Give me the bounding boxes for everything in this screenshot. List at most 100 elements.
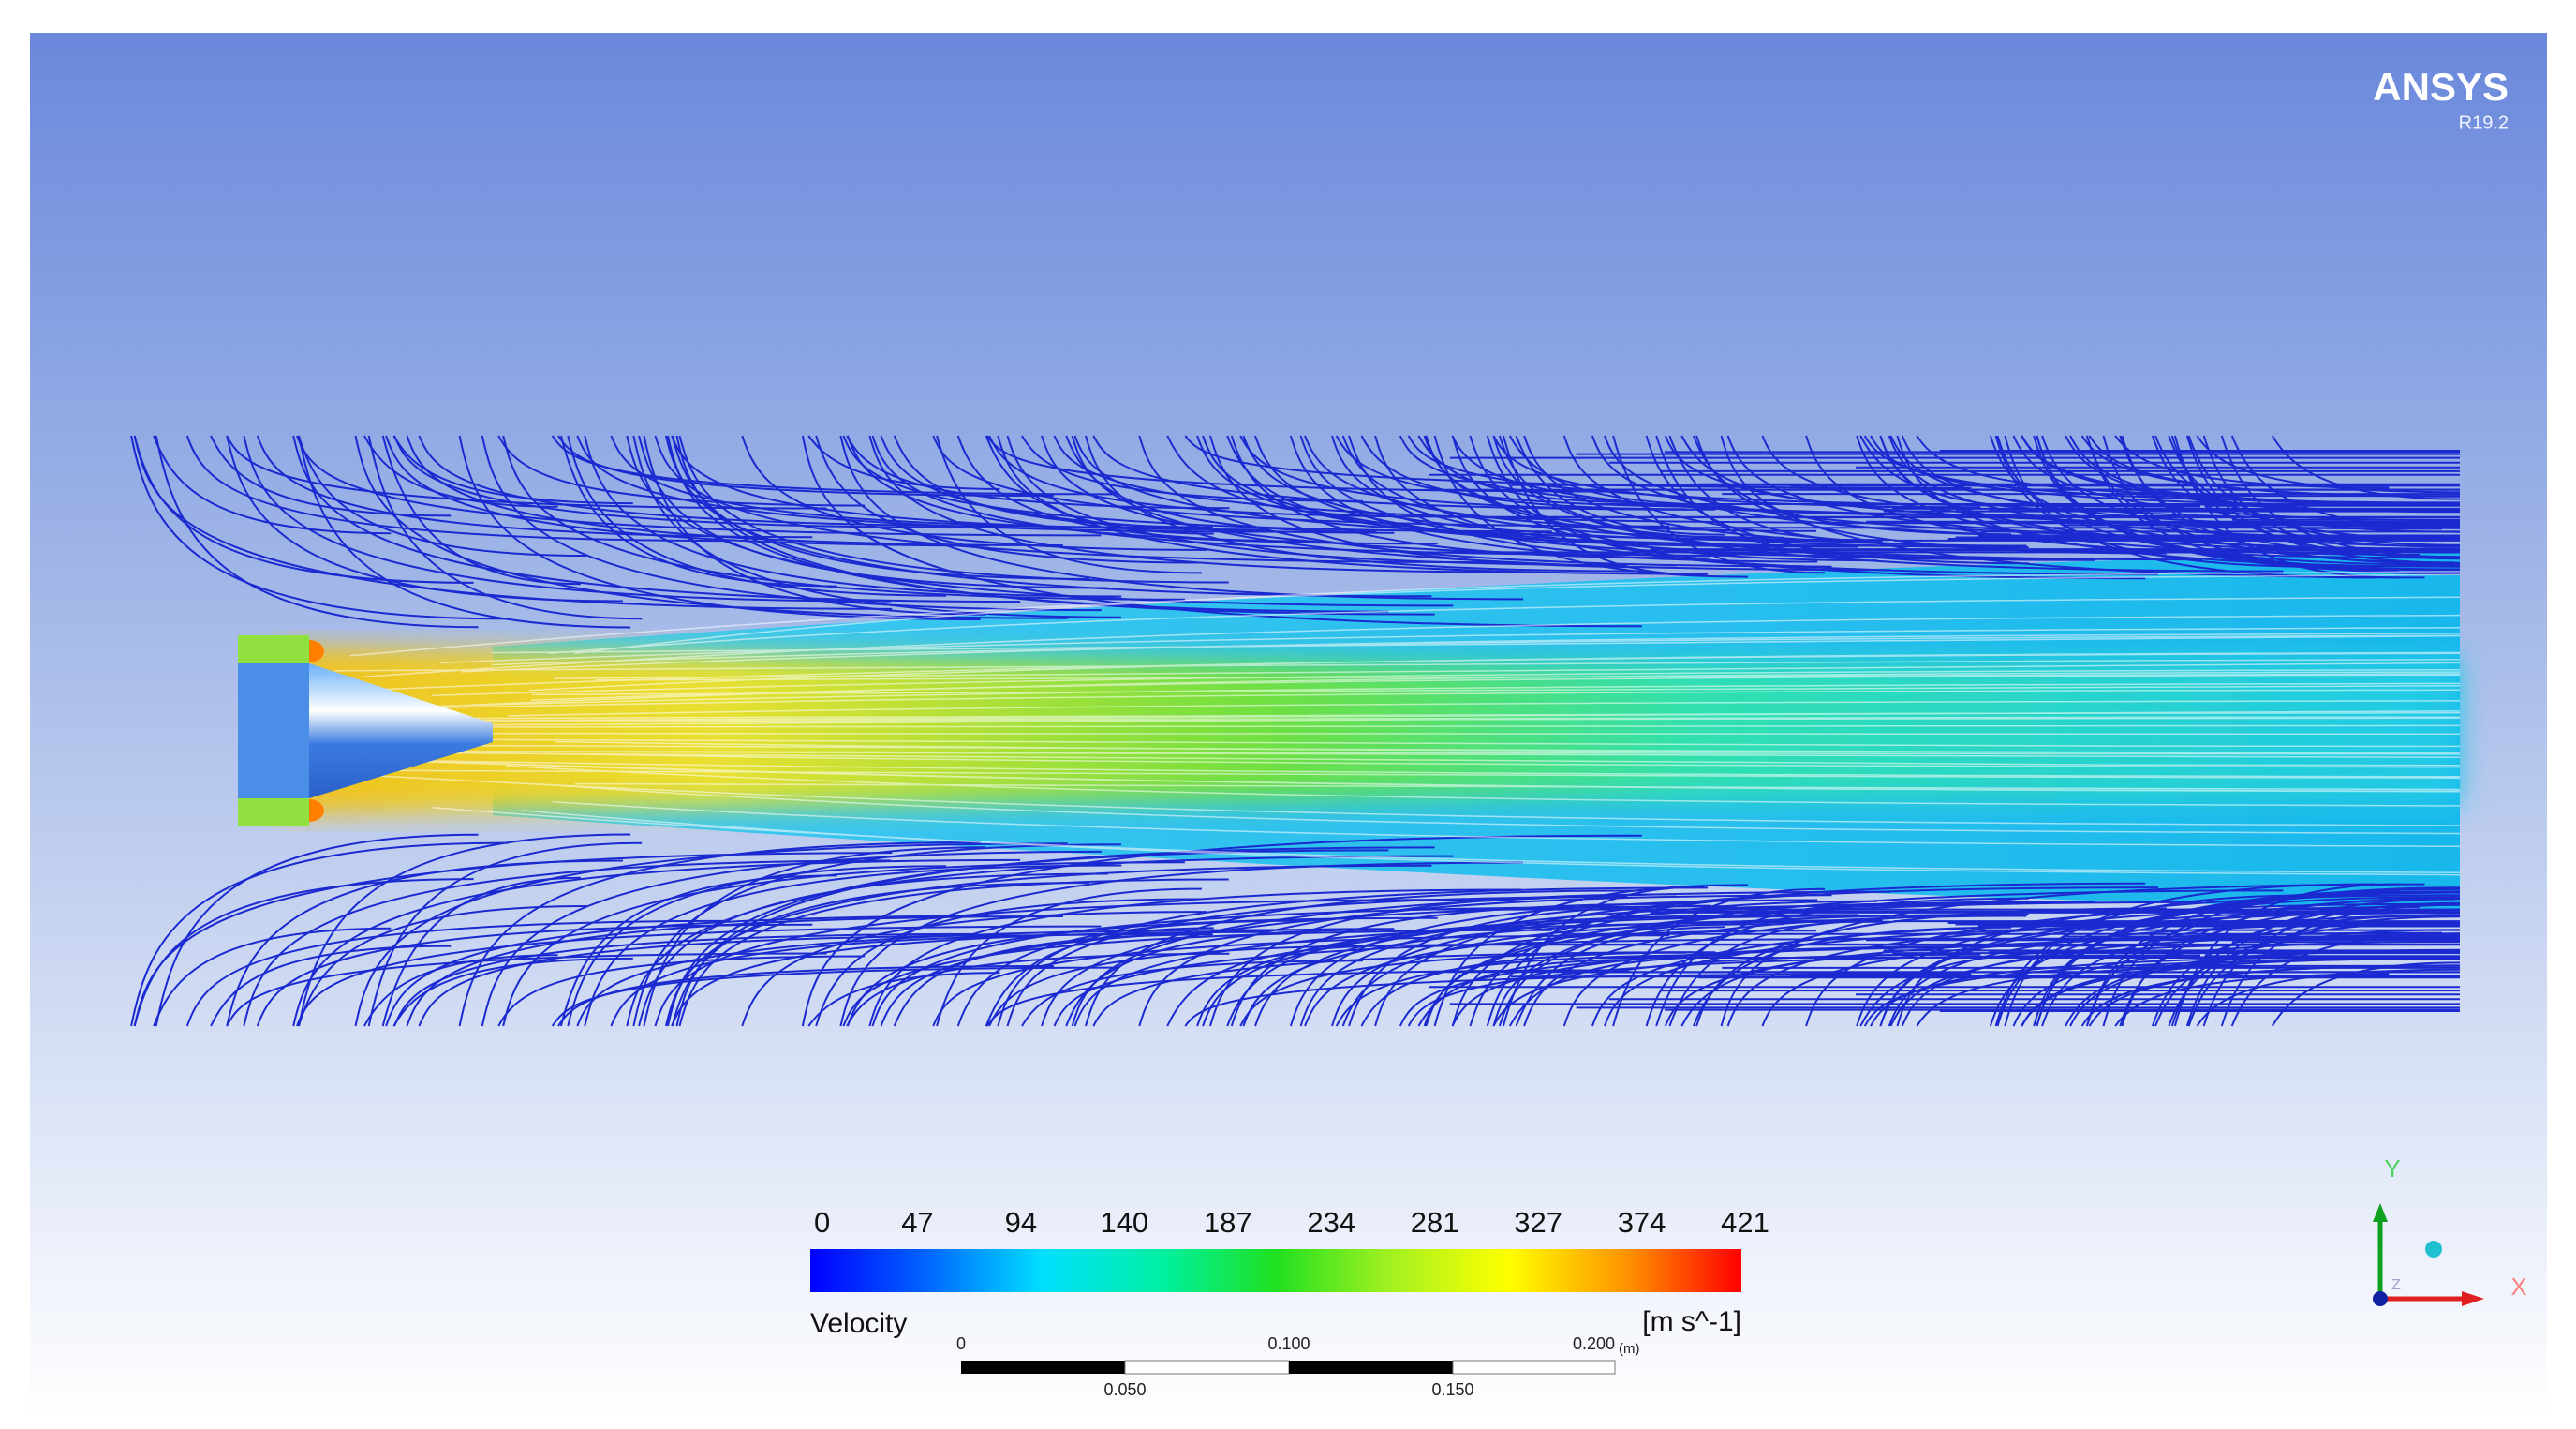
streamline bbox=[292, 435, 1021, 603]
streamline bbox=[502, 861, 1185, 1027]
streamline bbox=[1720, 883, 2425, 1027]
legend-tick-label: 281 bbox=[1411, 1206, 1459, 1239]
axis-triad: Y X Z bbox=[2373, 1154, 2527, 1306]
streamline bbox=[584, 435, 1122, 598]
scale-label: 0.100 bbox=[1267, 1334, 1310, 1353]
streamline bbox=[1073, 920, 1890, 1027]
streamline bbox=[678, 435, 1229, 584]
streamline bbox=[367, 435, 643, 620]
streamline bbox=[932, 435, 1670, 528]
streamline bbox=[292, 858, 1021, 1027]
streamline bbox=[654, 898, 1495, 1027]
jet-streak bbox=[437, 682, 2461, 707]
streamline bbox=[226, 435, 827, 510]
streamline bbox=[675, 435, 1435, 616]
streamline bbox=[1202, 915, 1897, 1027]
legend-tick-label: 94 bbox=[1005, 1206, 1037, 1239]
logo-version: R19.2 bbox=[2459, 112, 2509, 133]
streamline bbox=[936, 887, 1202, 1027]
legend-unit: [m s^-1] bbox=[1642, 1306, 1741, 1337]
streamline bbox=[153, 435, 392, 535]
streamline bbox=[842, 435, 1552, 533]
streamline bbox=[932, 934, 1670, 1027]
streamline bbox=[226, 859, 624, 1027]
streamline bbox=[1341, 923, 1784, 1027]
jet-streak bbox=[506, 765, 2461, 807]
streamline bbox=[997, 435, 1709, 575]
streamline bbox=[1423, 435, 2029, 549]
streamline bbox=[936, 435, 1202, 574]
legend-tick-label: 327 bbox=[1514, 1206, 1562, 1239]
streamline bbox=[296, 435, 1102, 537]
scale-segment bbox=[961, 1361, 1125, 1374]
streamline bbox=[130, 435, 509, 620]
legend-tick-label: 187 bbox=[1204, 1206, 1252, 1239]
legend-tick-label: 0 bbox=[814, 1206, 830, 1239]
jet-streak bbox=[491, 634, 2461, 666]
jet-streak bbox=[461, 633, 2461, 673]
x-arrow-head bbox=[2462, 1291, 2484, 1306]
nozzle bbox=[238, 635, 493, 826]
legend-tick-label: 374 bbox=[1618, 1206, 1666, 1239]
jet-streak bbox=[399, 769, 2461, 779]
jet-streak bbox=[465, 724, 2461, 728]
streamline bbox=[1289, 435, 1818, 563]
streamline bbox=[1863, 435, 2461, 504]
streamline bbox=[807, 435, 1000, 490]
jet-streak bbox=[369, 758, 2461, 793]
streamline bbox=[481, 850, 1102, 1027]
jet-streak bbox=[574, 782, 2461, 791]
streamline bbox=[1451, 435, 2146, 580]
legend-tick-label: 421 bbox=[1721, 1206, 1769, 1239]
jet-streak bbox=[471, 752, 2461, 768]
streamline bbox=[988, 435, 1443, 518]
jet-streak bbox=[548, 596, 2461, 654]
streamline bbox=[1341, 435, 1784, 539]
streamline bbox=[226, 435, 624, 603]
streamline bbox=[985, 435, 1629, 493]
streamline bbox=[626, 435, 1454, 607]
z-axis-dot bbox=[2373, 1291, 2388, 1306]
streamline bbox=[381, 435, 581, 586]
streamline bbox=[610, 435, 1169, 528]
streamline bbox=[1065, 929, 1377, 1027]
scale-label: 0.150 bbox=[1431, 1380, 1473, 1399]
streamline bbox=[393, 932, 977, 1027]
x-axis-label: X bbox=[2510, 1273, 2526, 1301]
legend-tick-label: 47 bbox=[901, 1206, 933, 1239]
streamline bbox=[671, 882, 1090, 1027]
scale-segment bbox=[1124, 1360, 1290, 1375]
streamline bbox=[1515, 435, 1725, 536]
legend-tick-label: 234 bbox=[1307, 1206, 1355, 1239]
streamline bbox=[1761, 931, 2443, 1027]
jet-streak bbox=[529, 651, 2461, 692]
y-axis-label: Y bbox=[2384, 1154, 2400, 1183]
streamline bbox=[392, 957, 633, 1027]
streamline bbox=[133, 852, 893, 1027]
streamline bbox=[801, 435, 1642, 628]
streamline bbox=[1202, 435, 1897, 547]
streamline bbox=[557, 965, 1054, 1027]
jet-streak bbox=[574, 571, 2461, 655]
streamline bbox=[155, 833, 479, 1027]
nozzle-lip bbox=[238, 798, 309, 826]
streamline bbox=[1065, 435, 1377, 533]
streamline bbox=[297, 435, 587, 557]
jet-streak bbox=[552, 800, 2461, 848]
streamline bbox=[871, 435, 1666, 557]
streamline bbox=[654, 435, 1495, 564]
streamline bbox=[1289, 899, 1818, 1027]
streamline bbox=[381, 876, 581, 1027]
streamline bbox=[1184, 435, 1972, 489]
scale-label: 0.200 bbox=[1573, 1334, 1615, 1353]
scale-bar: 0 0.100 0.200 (m) 0.050 0.150 bbox=[956, 1334, 1640, 1399]
streamline bbox=[1451, 882, 2146, 1027]
streamline bbox=[481, 435, 1102, 612]
nozzle-cone bbox=[309, 663, 493, 798]
jet-streak bbox=[521, 809, 2461, 876]
streamline bbox=[997, 886, 1709, 1027]
scale-unit: (m) bbox=[1619, 1341, 1640, 1357]
jet-streak bbox=[444, 717, 2461, 726]
streamline bbox=[1515, 926, 1725, 1027]
